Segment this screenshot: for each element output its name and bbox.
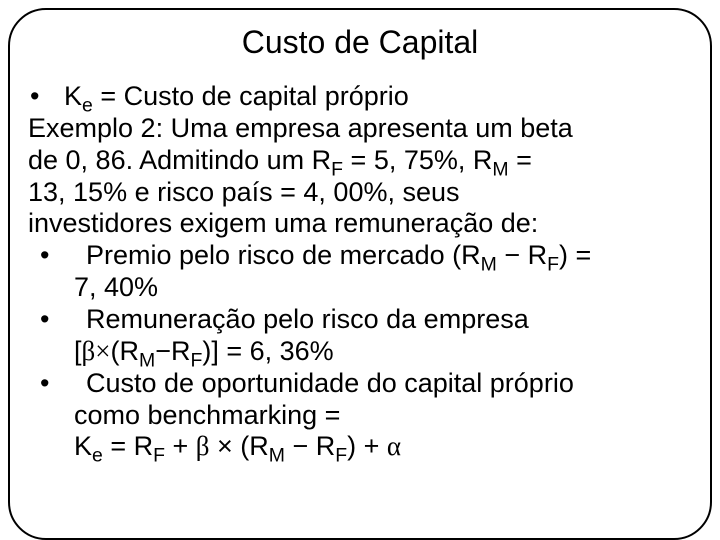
bullet-company-risk-formula: [β×(RM−RF)] = 6, 36%: [28, 336, 692, 368]
text: × (R: [210, 431, 269, 461]
times-symbol: ×: [95, 336, 110, 366]
bullet-text: Custo de oportunidade do capital próprio: [86, 368, 574, 400]
subscript: F: [153, 445, 165, 467]
beta-symbol: β: [196, 431, 210, 461]
text: = 5, 75%, R: [343, 145, 492, 175]
text: +: [165, 431, 196, 461]
slide-frame: Custo de Capital • Ke = Custo de capital…: [8, 8, 712, 540]
subscript: e: [92, 445, 103, 467]
bullet-dot: •: [28, 240, 86, 272]
text: Premio pelo risco de mercado (R: [86, 240, 481, 270]
alpha-symbol: α: [387, 431, 401, 461]
bullet-ke-definition: • Ke = Custo de capital próprio: [28, 81, 692, 113]
text: = R: [103, 431, 153, 461]
text: ) =: [559, 240, 591, 270]
subscript: M: [492, 158, 508, 180]
text: −R: [155, 336, 190, 366]
bullet-dot: •: [28, 368, 86, 400]
text: [: [74, 336, 82, 366]
bullet-company-risk: • Remuneração pelo risco da empresa: [28, 304, 692, 336]
subscript: F: [547, 254, 559, 276]
text: − R: [497, 240, 547, 270]
bullet-text: Premio pelo risco de mercado (RM − RF) =: [86, 240, 591, 272]
bullet-dot: •: [28, 304, 86, 336]
text: (R: [111, 336, 140, 366]
example-line-2: de 0, 86. Admitindo um RF = 5, 75%, RM =: [28, 145, 692, 177]
subscript: M: [269, 445, 285, 467]
text: − R: [285, 431, 335, 461]
subscript: M: [481, 254, 497, 276]
bullet-text: Ke = Custo de capital próprio: [64, 81, 409, 113]
example-line-1: Exemplo 2: Uma empresa apresenta um beta: [28, 113, 692, 145]
text: de 0, 86. Admitindo um R: [28, 145, 331, 175]
slide: Custo de Capital • Ke = Custo de capital…: [0, 0, 720, 540]
slide-title: Custo de Capital: [28, 24, 692, 61]
bullet-market-risk-value: 7, 40%: [28, 272, 692, 304]
bullet-text: Remuneração pelo risco da empresa: [86, 304, 529, 336]
bullet-opportunity-cost: • Custo de oportunidade do capital própr…: [28, 368, 692, 400]
example-line-4: investidores exigem uma remuneração de:: [28, 208, 692, 240]
beta-symbol: β: [82, 336, 96, 366]
text: ) +: [347, 431, 387, 461]
text: )] = 6, 36%: [202, 336, 333, 366]
text: = Custo de capital próprio: [93, 81, 409, 111]
cutoff-formula: Ke = RF + β × (RM − RF) + α: [28, 431, 692, 463]
text: =: [509, 145, 532, 175]
example-line-3: 13, 15% e risco país = 4, 00%, seus: [28, 177, 692, 209]
subscript: F: [335, 445, 347, 467]
text: K: [64, 81, 82, 111]
text: K: [74, 431, 92, 461]
slide-body: • Ke = Custo de capital próprio Exemplo …: [28, 81, 692, 463]
bullet-opportunity-cost-line2: como benchmarking =: [28, 400, 692, 432]
bullet-market-risk-premium: • Premio pelo risco de mercado (RM − RF)…: [28, 240, 692, 272]
bullet-dot: •: [28, 81, 64, 113]
